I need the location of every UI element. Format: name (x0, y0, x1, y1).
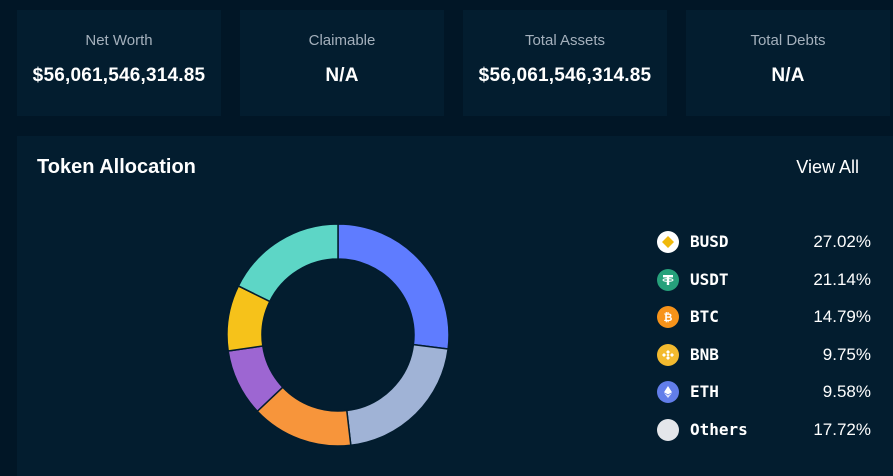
token-allocation-panel: Token Allocation View All BUSD 27.02% US… (17, 136, 893, 476)
legend-percent: 27.02% (813, 232, 871, 251)
claimable-value: N/A (325, 65, 359, 86)
usdt-icon (657, 268, 679, 291)
legend-percent: 9.75% (822, 344, 871, 364)
svg-text:₿: ₿ (664, 311, 673, 324)
donut-slice-busd[interactable] (337, 223, 450, 350)
donut-slice-others[interactable] (237, 223, 339, 303)
others-icon (657, 418, 679, 441)
legend-symbol: BNB (690, 344, 719, 364)
donut-slice-usdt[interactable] (345, 343, 449, 447)
btc-icon: ₿ (657, 306, 679, 329)
claimable-label: Claimable (308, 32, 376, 49)
total-debts-value: N/A (771, 65, 805, 86)
total-debts-label: Total Debts (750, 32, 826, 49)
token-allocation-title: Token Allocation (37, 156, 196, 178)
legend-symbol: ETH (690, 382, 719, 402)
claimable-card: Claimable N/A (240, 10, 444, 116)
legend-symbol: BUSD (690, 232, 729, 251)
total-debts-card: Total Debts N/A (686, 10, 890, 116)
legend-item-others[interactable]: Others 17.72% (657, 415, 871, 453)
legend-percent: 21.14% (813, 269, 871, 289)
total-assets-label: Total Assets (524, 32, 606, 49)
legend-symbol: BTC (690, 307, 719, 327)
legend-symbol: Others (690, 419, 748, 439)
token-allocation-donut-chart (226, 223, 450, 447)
bnb-icon (657, 343, 679, 366)
legend-percent: 17.72% (813, 419, 871, 439)
busd-icon (657, 231, 679, 253)
legend-percent: 14.79% (813, 307, 871, 327)
legend-item-usdt[interactable]: USDT 21.14% (657, 265, 871, 303)
stats-row: Net Worth $56,061,546,314.85 Claimable N… (17, 10, 893, 116)
legend-item-busd[interactable]: BUSD 27.02% (657, 227, 871, 265)
net-worth-card: Net Worth $56,061,546,314.85 (17, 10, 221, 116)
total-assets-card: Total Assets $56,061,546,314.85 (463, 10, 667, 116)
legend-item-btc[interactable]: ₿ BTC 14.79% (657, 302, 871, 340)
legend-item-bnb[interactable]: BNB 9.75% (657, 340, 871, 378)
net-worth-value: $56,061,546,314.85 (32, 65, 206, 86)
net-worth-label: Net Worth (85, 32, 153, 49)
legend-symbol: USDT (690, 269, 729, 289)
view-all-link[interactable]: View All (796, 157, 859, 177)
legend-item-eth[interactable]: ETH 9.58% (657, 377, 871, 415)
eth-icon (657, 381, 679, 404)
legend-percent: 9.58% (822, 382, 871, 402)
total-assets-value: $56,061,546,314.85 (478, 65, 652, 86)
token-legend: BUSD 27.02% USDT 21.14% ₿ BTC 14.79% (657, 227, 871, 453)
